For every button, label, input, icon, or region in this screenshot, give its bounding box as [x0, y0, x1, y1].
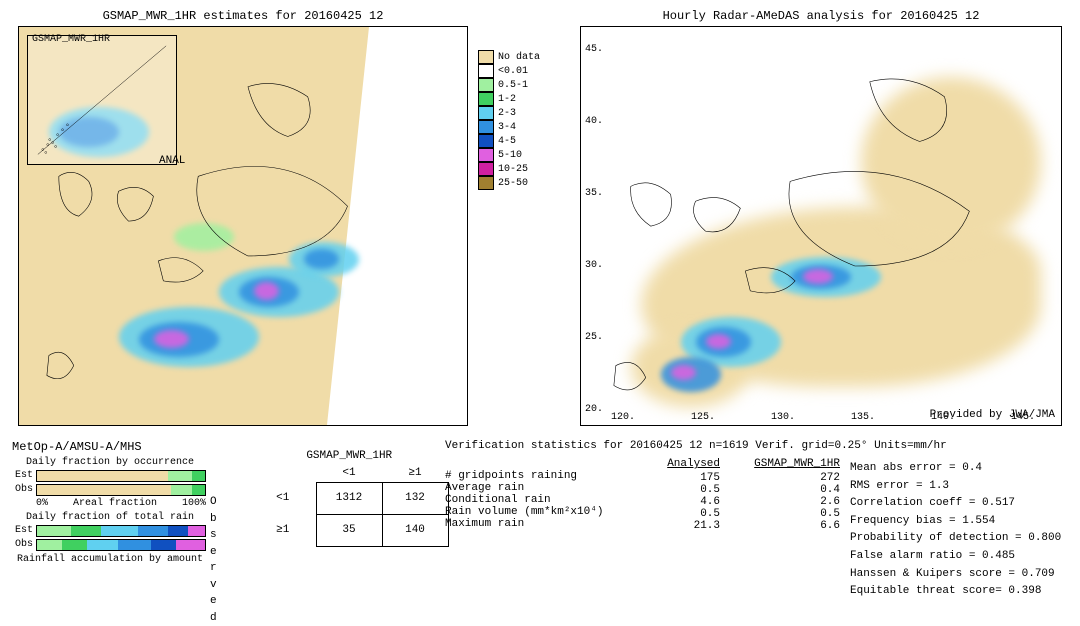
- inset-scatter: [28, 36, 176, 164]
- right-map-title: Hourly Radar-AMeDAS analysis for 2016042…: [663, 9, 980, 23]
- gsmap-estimates-map: GSMAP_MWR_1HR estimates for 20160425 12 …: [18, 26, 468, 426]
- stats-title: Verification statistics for 20160425 12 …: [445, 440, 947, 452]
- right-map-bg: 120.125.130.135.140.145. 20.25.30.35.40.…: [581, 27, 1061, 425]
- stat-row-labels: # gridpoints rainingAverage rainConditio…: [445, 458, 630, 532]
- tot-title: Daily fraction of total rain: [10, 512, 210, 523]
- coastline-right: [581, 27, 1061, 425]
- bottom-panel: MetOp-A/AMSU-A/MHS Daily fraction by occ…: [10, 440, 1070, 605]
- anal-label: ANAL: [159, 155, 185, 167]
- inset-panel: GSMAP_MWR_1HR: [27, 35, 177, 165]
- ct-12: 132: [382, 482, 448, 514]
- occurrence-bars: Est Obs 0%Areal fraction100%: [36, 470, 206, 509]
- attribution: Provided by JWA/JMA: [930, 409, 1055, 421]
- ct-22: 140: [382, 514, 448, 546]
- occ-title: Daily fraction by occurrence: [10, 457, 210, 468]
- ct-11: 1312: [316, 482, 382, 514]
- radar-amedas-map: Hourly Radar-AMeDAS analysis for 2016042…: [580, 26, 1062, 426]
- accum-title: Rainfall accumulation by amount: [10, 554, 210, 565]
- left-map-title: GSMAP_MWR_1HR estimates for 20160425 12: [103, 9, 384, 23]
- gsmap-col: GSMAP_MWR_1HR 2720.42.60.56.6: [720, 458, 840, 532]
- left-map-bg: GSMAP_MWR_1HR ANAL: [19, 27, 467, 425]
- total-rain-bars: Est Obs: [36, 525, 206, 551]
- ct-21: 35: [316, 514, 382, 546]
- color-legend: No data<0.010.5-11-22-33-44-55-1010-2525…: [478, 50, 558, 190]
- contingency-table: GSMAP_MWR_1HR <1≥1 <11312132 ≥135140: [250, 450, 449, 547]
- analysed-col: Analysed 1750.54.60.521.3: [630, 458, 720, 532]
- skill-metrics: Mean abs error = 0.4RMS error = 1.3Corre…: [850, 460, 1061, 601]
- observed-label: Observed: [210, 494, 217, 626]
